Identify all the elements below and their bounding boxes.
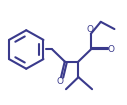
Text: O: O (87, 25, 94, 34)
Text: O: O (56, 77, 63, 86)
Text: O: O (108, 45, 115, 54)
